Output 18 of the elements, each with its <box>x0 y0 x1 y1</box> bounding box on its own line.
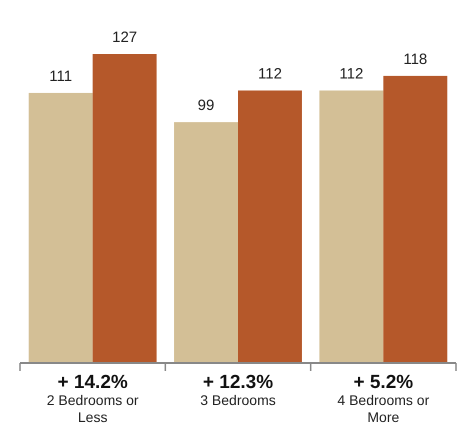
bar <box>174 122 238 363</box>
text: + 12.3% <box>202 372 274 393</box>
data-label: 127 <box>112 29 138 46</box>
data-label: 118 <box>403 50 428 68</box>
bar <box>238 90 302 363</box>
x-tick-label: 2 Bedrooms or Less <box>46 392 139 425</box>
bar <box>28 92 93 363</box>
text: + 14.2% <box>58 372 128 393</box>
data-label: 112 <box>258 65 282 82</box>
text: + 5.2% <box>353 372 414 393</box>
data-label: 99 <box>198 97 214 114</box>
x-tick-label: 3 Bedrooms <box>200 392 276 408</box>
x-tick-label: 4 Bedrooms or More <box>337 392 430 425</box>
data-label: 112 <box>339 65 364 82</box>
bar <box>383 76 448 363</box>
bar <box>92 54 157 363</box>
bar <box>319 90 384 363</box>
data-label: 111 <box>49 68 72 85</box>
